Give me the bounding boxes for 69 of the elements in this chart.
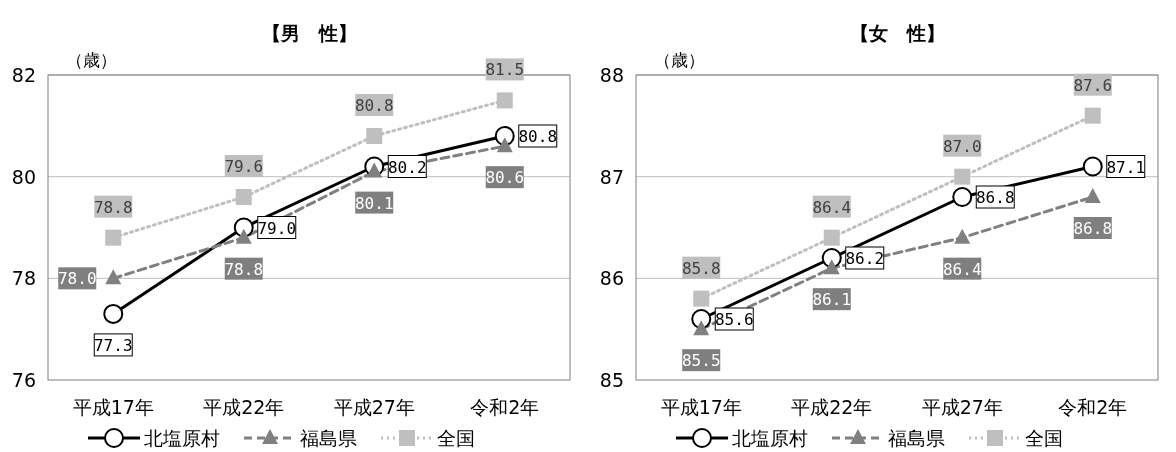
legend-label: 福島県 — [888, 427, 945, 449]
data-label: 80.1 — [354, 193, 394, 213]
data-label: 87.6 — [1073, 75, 1113, 95]
point — [105, 229, 122, 246]
x-tick-label: 平成27年 — [921, 396, 1003, 418]
point — [496, 137, 513, 153]
data-label: 78.8 — [224, 259, 264, 279]
legend-label: 全国 — [437, 427, 475, 449]
data-label: 86.2 — [845, 249, 885, 268]
data-label: 80.8 — [354, 96, 394, 115]
point — [366, 128, 383, 144]
data-label: 77.3 — [93, 335, 133, 355]
data-label: 86.4 — [942, 259, 982, 279]
x-tick-label: 平成22年 — [203, 396, 285, 418]
x-tick-label: 平成27年 — [333, 396, 415, 418]
point — [954, 228, 971, 244]
chart-title: 【女 性】 — [849, 22, 945, 44]
point — [693, 320, 710, 336]
data-label: 80.8 — [518, 127, 558, 146]
data-label: 85.8 — [681, 258, 721, 278]
data-label: 85.5 — [681, 351, 721, 371]
x-tick-label: 令和2年 — [470, 396, 540, 418]
data-label: 78.8 — [93, 197, 133, 217]
data-label: 86.8 — [975, 188, 1015, 207]
point — [952, 187, 973, 207]
point — [954, 168, 971, 185]
y-tick-label: 78 — [11, 267, 36, 290]
legend-label: 北塩原村 — [732, 427, 808, 449]
data-label: 85.6 — [714, 310, 754, 329]
y-tick-label: 82 — [11, 64, 36, 86]
data-label: 87.1 — [1106, 157, 1146, 177]
point — [1082, 156, 1103, 177]
legend-label: 北塩原村 — [144, 427, 220, 449]
y-axis-title: （歳） — [66, 50, 117, 70]
point — [1084, 188, 1101, 203]
y-tick-label: 76 — [11, 369, 36, 391]
data-label: 87.0 — [942, 136, 982, 156]
legend-label: 福島県 — [300, 427, 357, 449]
point — [366, 162, 383, 178]
chart-title: 【男 性】 — [261, 22, 357, 44]
data-label: 80.6 — [485, 168, 525, 188]
data-label: 86.1 — [812, 290, 852, 310]
data-label: 79.6 — [224, 157, 264, 176]
data-label: 79.0 — [257, 218, 297, 238]
data-label: 81.5 — [485, 60, 525, 80]
point — [823, 229, 840, 246]
x-tick-label: 令和2年 — [1058, 396, 1128, 418]
point — [105, 269, 122, 285]
x-tick-label: 平成17年 — [660, 396, 742, 418]
y-tick-label: 88 — [599, 64, 624, 86]
point — [1084, 107, 1101, 124]
point — [823, 259, 840, 275]
x-tick-label: 平成17年 — [72, 396, 154, 418]
x-tick-label: 平成22年 — [791, 396, 873, 418]
point — [496, 92, 513, 109]
data-label: 86.4 — [812, 197, 852, 217]
point — [693, 290, 710, 307]
legend-label: 全国 — [1025, 427, 1063, 449]
y-tick-label: 80 — [11, 165, 36, 188]
point — [235, 228, 252, 244]
point — [103, 303, 124, 324]
y-tick-label: 86 — [599, 267, 624, 290]
data-label: 80.2 — [387, 157, 427, 177]
point — [235, 189, 252, 205]
data-label: 86.8 — [1073, 219, 1113, 238]
data-label: 78.0 — [57, 269, 97, 289]
y-tick-label: 85 — [599, 369, 624, 391]
y-axis-title: （歳） — [654, 50, 705, 70]
y-tick-label: 87 — [599, 165, 624, 188]
